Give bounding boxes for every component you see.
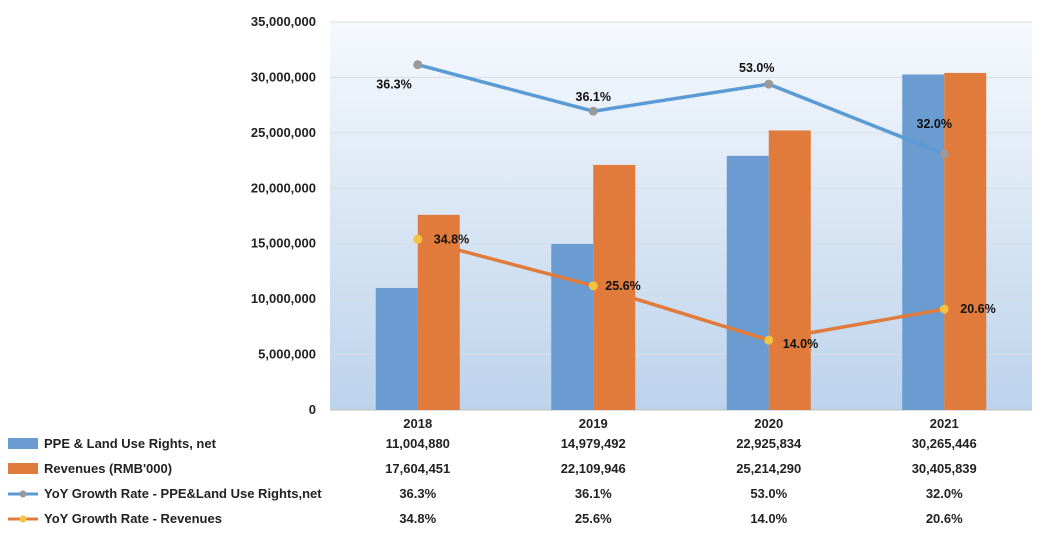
y-tick-label: 25,000,000 xyxy=(251,125,316,140)
table-cell-2018: 36.3% xyxy=(399,486,436,501)
table-cell-2018: 17,604,451 xyxy=(385,461,450,476)
label-ppe-growth-2018: 36.3% xyxy=(376,78,411,92)
label-revenue-growth-2018: 34.8% xyxy=(434,232,469,246)
legend-key-bar xyxy=(8,463,38,474)
y-tick-label: 35,000,000 xyxy=(251,14,316,29)
y-tick-label: 0 xyxy=(309,402,316,417)
table-cell-2019: 14,979,492 xyxy=(561,436,626,451)
y-tick-label: 10,000,000 xyxy=(251,291,316,306)
legend-key-marker xyxy=(19,515,27,523)
table-cell-2020: 14.0% xyxy=(750,511,787,526)
table-cell-2019: 25.6% xyxy=(575,511,612,526)
legend-key-marker xyxy=(19,490,27,498)
marker-ppe-growth-2020 xyxy=(764,79,774,89)
bars xyxy=(375,72,987,411)
line-ppe-growth xyxy=(416,62,946,156)
marker-revenue-growth-2019 xyxy=(588,281,598,291)
y-tick-label: 30,000,000 xyxy=(251,69,316,84)
legend-label: YoY Growth Rate - Revenues xyxy=(44,511,222,526)
marker-ppe-growth-2019 xyxy=(588,106,598,116)
label-revenue-growth-2021: 20.6% xyxy=(960,302,995,316)
x-tick-label: 2018 xyxy=(403,416,432,431)
x-tick-label: 2020 xyxy=(754,416,783,431)
label-revenue-growth-2020: 14.0% xyxy=(783,337,818,351)
legend-key-bar xyxy=(8,438,38,449)
bar-revenue-2021 xyxy=(944,72,987,410)
table-cell-2020: 53.0% xyxy=(750,486,787,501)
table-cell-2020: 22,925,834 xyxy=(736,436,802,451)
legend-label: PPE & Land Use Rights, net xyxy=(44,436,217,451)
table-cell-2020: 25,214,290 xyxy=(736,461,801,476)
label-ppe-growth-2021: 32.0% xyxy=(917,117,952,131)
data-table: PPE & Land Use Rights, net 11,004,880 14,9… xyxy=(8,436,977,526)
growth-lines: 36.3% 36.1% 53.0% 32.0% 34.8% 25.6% 14.0% 20.6% xyxy=(376,60,996,351)
x-axis: 2018 2019 2020 2021 xyxy=(403,416,958,431)
x-tick-label: 2021 xyxy=(930,416,959,431)
line-revenue-growth xyxy=(416,237,946,342)
marker-revenue-growth-2020 xyxy=(764,335,774,345)
y-axis: 0 5,000,000 10,000,000 15,000,000 20,000,000… xyxy=(251,14,316,417)
marker-revenue-growth-2021 xyxy=(939,304,949,314)
table-cell-2021: 32.0% xyxy=(926,486,963,501)
bar-ppe-2018 xyxy=(375,288,418,410)
table-cell-2019: 22,109,946 xyxy=(561,461,626,476)
label-ppe-growth-2019: 36.1% xyxy=(576,90,611,104)
bar-revenue-2020 xyxy=(768,130,811,411)
marker-ppe-growth-2018 xyxy=(413,60,423,70)
bar-ppe-2019 xyxy=(551,243,594,410)
table-cell-2021: 20.6% xyxy=(926,511,963,526)
legend-label: YoY Growth Rate - PPE&Land Use Rights,ne… xyxy=(44,486,322,501)
y-tick-label: 20,000,000 xyxy=(251,180,316,195)
label-revenue-growth-2019: 25.6% xyxy=(605,279,640,293)
legend-label: Revenues (RMB'000) xyxy=(44,461,172,476)
y-tick-label: 5,000,000 xyxy=(258,347,316,362)
x-tick-label: 2019 xyxy=(579,416,608,431)
marker-ppe-growth-2021 xyxy=(939,149,949,159)
table-cell-2019: 36.1% xyxy=(575,486,612,501)
bar-ppe-2021 xyxy=(902,74,945,411)
table-cell-2021: 30,405,839 xyxy=(912,461,977,476)
y-tick-label: 15,000,000 xyxy=(251,236,316,251)
marker-revenue-growth-2018 xyxy=(413,234,423,244)
table-cell-2021: 30,265,446 xyxy=(912,436,977,451)
bar-ppe-2020 xyxy=(726,155,769,410)
table-cell-2018: 34.8% xyxy=(399,511,436,526)
label-ppe-growth-2020: 53.0% xyxy=(739,61,774,75)
table-cell-2018: 11,004,880 xyxy=(386,436,450,451)
